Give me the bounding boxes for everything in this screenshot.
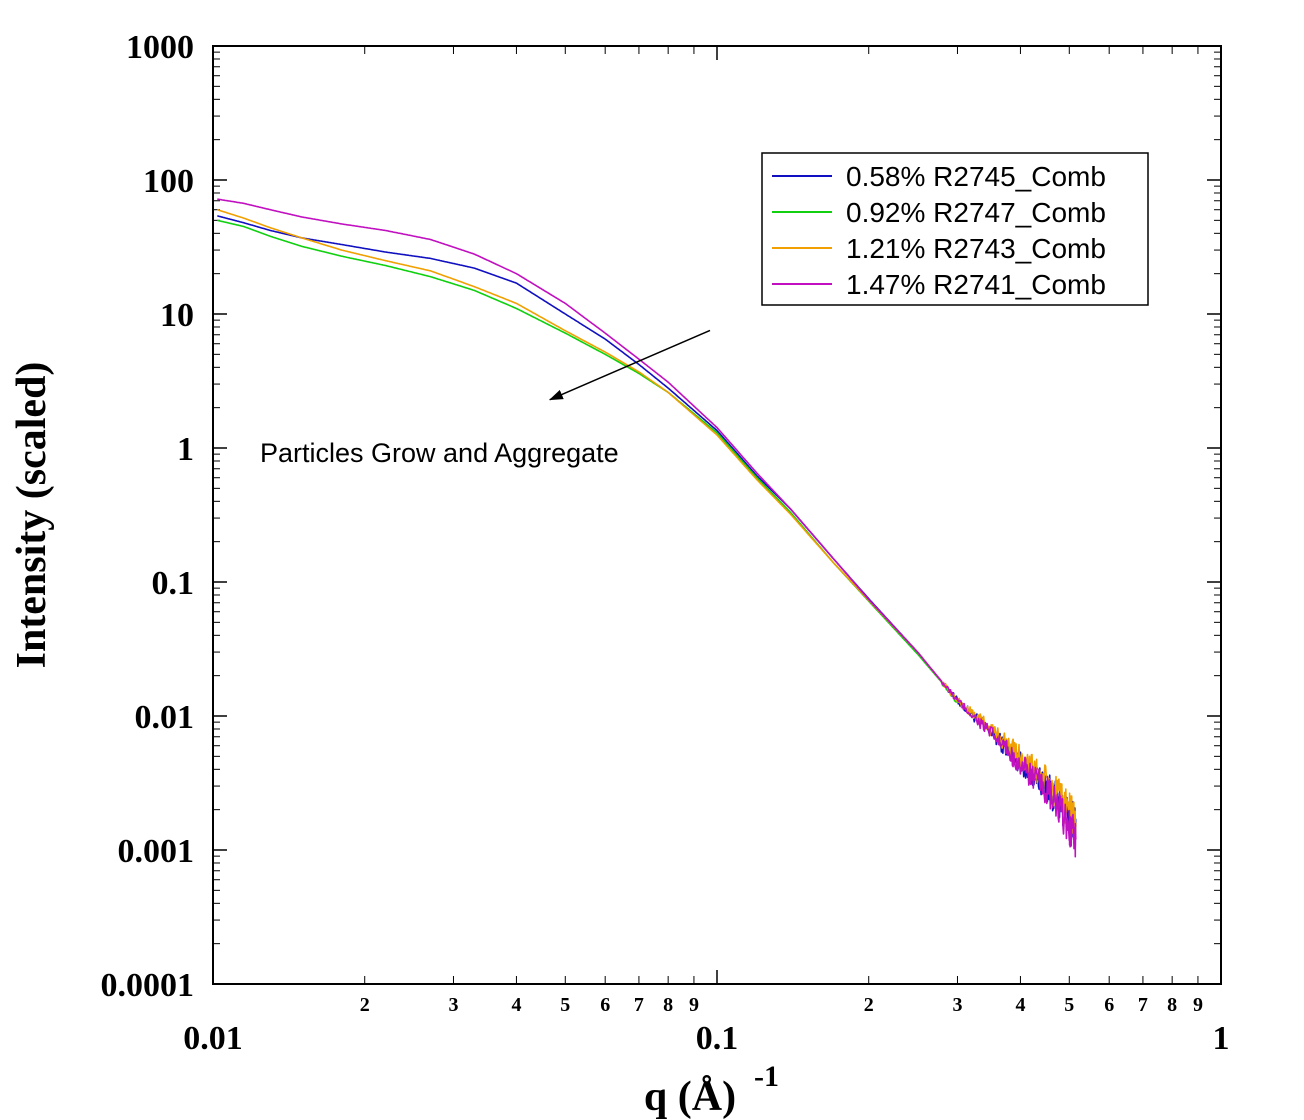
y-tick-label: 1000 <box>126 29 194 66</box>
x-axis-title: q (Å) <box>644 1074 736 1120</box>
series-line-3 <box>217 208 1077 841</box>
y-tick-label: 10 <box>160 297 194 334</box>
x-minor-tick-label: 8 <box>1167 994 1177 1016</box>
x-tick-label: 0.01 <box>183 1020 243 1057</box>
annotation-text: Particles Grow and Aggregate <box>260 438 619 468</box>
x-minor-tick-label: 9 <box>1193 994 1203 1016</box>
x-minor-tick-label: 2 <box>864 994 874 1016</box>
y-axis-title: Intensity (scaled) <box>9 362 55 669</box>
y-tick-label: 1 <box>177 431 194 468</box>
x-minor-tick-label: 6 <box>600 994 610 1016</box>
legend-box <box>761 152 1149 306</box>
y-tick-label: 100 <box>143 163 194 200</box>
legend-label: 1.47% R2741_Comb <box>846 269 1106 300</box>
y-tick-label: 0.1 <box>152 565 195 602</box>
y-tick-label: 0.0001 <box>101 967 195 1004</box>
legend-label: 1.21% R2743_Comb <box>846 233 1106 264</box>
y-tick-label: 0.001 <box>118 833 195 870</box>
x-minor-tick-label: 5 <box>560 994 570 1016</box>
series-line-4 <box>217 198 1077 858</box>
x-minor-tick-label: 4 <box>1015 994 1025 1016</box>
legend-label: 0.92% R2747_Comb <box>846 197 1106 228</box>
annotation-arrow <box>548 329 711 401</box>
x-axis-title-superscript: -1 <box>754 1060 779 1093</box>
x-tick-label: 0.1 <box>696 1020 739 1057</box>
x-minor-tick-label: 9 <box>689 994 699 1016</box>
x-tick-label: 1 <box>1213 1020 1230 1057</box>
y-tick-label: 0.01 <box>135 699 195 736</box>
x-minor-tick-label: 7 <box>1138 994 1148 1016</box>
x-minor-tick-label: 7 <box>634 994 644 1016</box>
x-minor-tick-label: 5 <box>1064 994 1074 1016</box>
x-minor-tick-label: 3 <box>448 994 458 1016</box>
x-minor-tick-label: 6 <box>1104 994 1114 1016</box>
x-minor-tick-label: 3 <box>952 994 962 1016</box>
series-line-1 <box>217 215 1077 847</box>
x-minor-tick-label: 2 <box>360 994 370 1016</box>
legend-label: 0.58% R2745_Comb <box>846 161 1106 192</box>
x-minor-tick-label: 8 <box>663 994 673 1016</box>
x-minor-tick-label: 4 <box>511 994 521 1016</box>
